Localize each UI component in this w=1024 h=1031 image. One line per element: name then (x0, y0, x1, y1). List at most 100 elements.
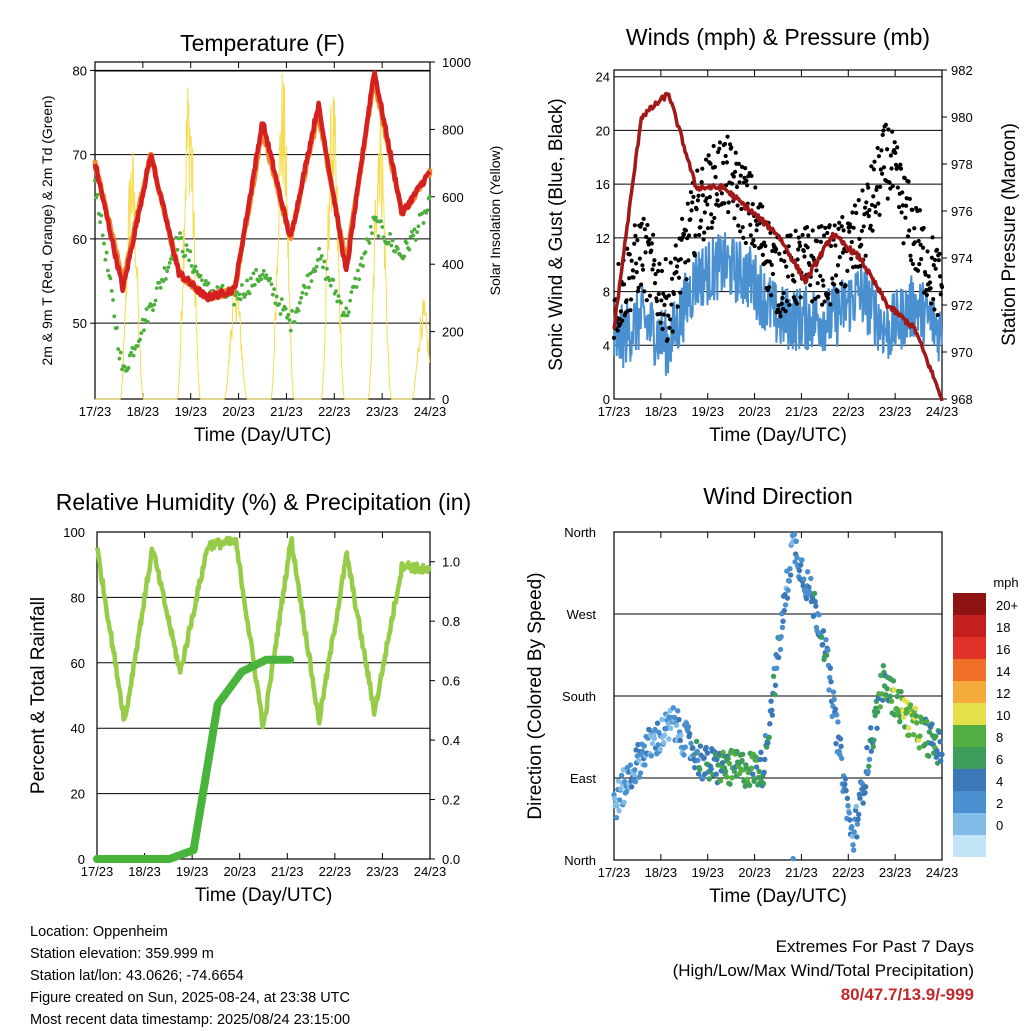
dewpoint-point (272, 287, 276, 292)
dewpoint-point (151, 308, 155, 313)
direction-point (726, 760, 733, 767)
dewpoint-point (192, 267, 197, 272)
gust-point (724, 160, 730, 165)
gust-point (647, 293, 653, 298)
direction-point (616, 808, 622, 814)
direction-point (748, 765, 755, 771)
gust-point (656, 291, 661, 297)
direction-point (717, 778, 724, 784)
gust-point (651, 262, 656, 267)
x-tick-label: 21/23 (271, 864, 304, 879)
dewpoint-point (285, 315, 289, 320)
temp-right-tick-label: 1000 (442, 55, 471, 70)
direction-point (639, 748, 646, 754)
gust-point (692, 253, 697, 258)
gust-point (870, 228, 875, 233)
gust-point (659, 298, 664, 303)
gust-point (840, 250, 846, 255)
gust-point (849, 239, 854, 245)
gust-point (681, 232, 687, 237)
dewpoint-point (421, 221, 426, 225)
gust-point (777, 251, 782, 256)
gust-point (888, 153, 894, 158)
gust-point (647, 237, 652, 242)
direction-panel-title: Wind Direction (703, 483, 853, 509)
x-tick-label: 19/23 (691, 865, 724, 880)
direction-point (857, 795, 863, 801)
gust-point (885, 196, 890, 201)
gust-point (854, 210, 859, 216)
gust-point (835, 263, 841, 268)
temp-right-tick-label: 400 (442, 257, 464, 272)
direction-point (897, 718, 903, 725)
gust-point (734, 184, 740, 190)
gust-point (634, 269, 639, 275)
dewpoint-point (206, 281, 211, 286)
direction-point (842, 781, 848, 787)
dewpoint-point (306, 285, 311, 290)
gust-point (752, 243, 757, 249)
gust-point (680, 216, 685, 221)
gust-point (890, 184, 895, 189)
gust-point (645, 222, 650, 228)
gust-point (739, 206, 744, 212)
gust-point (912, 240, 917, 245)
gust-point (756, 205, 761, 210)
gust-point (678, 257, 683, 262)
gust-point (851, 225, 856, 230)
direction-point (820, 641, 826, 648)
gust-point (700, 193, 706, 198)
gust-point (825, 230, 830, 236)
gust-point (736, 161, 741, 166)
direction-point (793, 538, 799, 545)
dewpoint-point (411, 233, 416, 238)
gust-point (701, 237, 706, 242)
gust-point (847, 229, 852, 234)
gust-point (697, 232, 702, 238)
gust-point (905, 234, 911, 239)
dewpoint-point (259, 277, 264, 282)
dewpoint-point (179, 236, 184, 240)
direction-point (884, 686, 890, 692)
winds-panel-title: Winds (mph) & Pressure (mb) (626, 24, 930, 50)
wind-right-tick-label: 972 (951, 298, 973, 313)
dewpoint-point (122, 364, 127, 369)
dewpoint-point (412, 227, 417, 232)
speed-legend-label: 10 (996, 708, 1010, 723)
gust-point (783, 309, 788, 314)
x-tick-label: 22/23 (319, 864, 352, 879)
gust-point (784, 264, 789, 269)
gust-point (804, 225, 810, 230)
x-tick-label: 21/23 (785, 865, 818, 880)
gust-point (731, 174, 736, 179)
dewpoint-point (175, 247, 180, 252)
direction-point (868, 748, 875, 754)
direction-point (753, 764, 760, 770)
gust-point (866, 214, 871, 219)
wind-left-tick-label: 16 (596, 177, 610, 192)
direction-point (632, 778, 639, 785)
gust-point (923, 272, 928, 277)
dir-left-tick-label: North (564, 853, 596, 868)
gust-point (778, 314, 783, 319)
speed-legend-label: 6 (996, 752, 1003, 767)
direction-point (937, 739, 943, 745)
gust-point (678, 290, 683, 295)
x-tick-label: 24/23 (414, 864, 447, 879)
speed-legend-swatch (953, 703, 986, 725)
direction-point (803, 595, 810, 602)
speed-legend-swatch (953, 813, 986, 835)
direction-point (721, 753, 727, 759)
dewpoint-point (238, 297, 243, 302)
gust-point (646, 242, 651, 247)
dewpoint-point (184, 243, 189, 248)
gust-point (651, 232, 656, 237)
temp-right-tick-label: 0 (442, 392, 449, 407)
direction-point (894, 693, 900, 700)
gust-point (818, 239, 823, 245)
direction-point (704, 750, 711, 756)
direction-point (786, 578, 793, 584)
gust-point (644, 234, 649, 240)
gust-point (637, 256, 642, 261)
direction-series (611, 531, 945, 862)
